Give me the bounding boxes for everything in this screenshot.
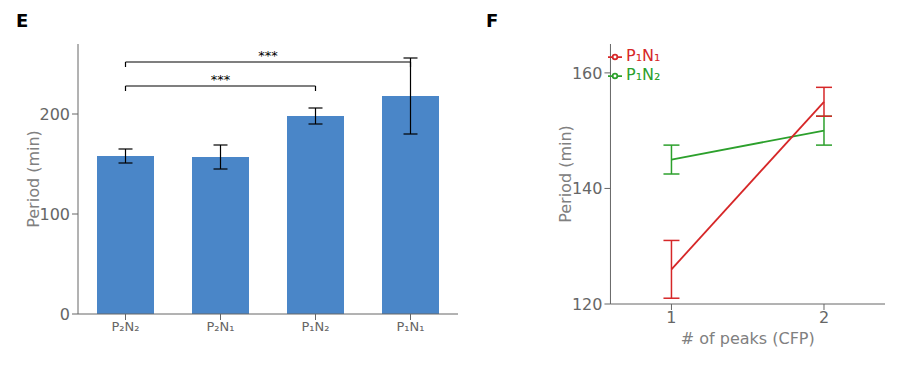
html-text:F: F xyxy=(486,10,499,31)
svg-text:100: 100 xyxy=(39,205,70,224)
html-text:P₁N₂: P₁N₂ xyxy=(626,65,661,84)
svg-text:120: 120 xyxy=(572,295,603,314)
svg-text:160: 160 xyxy=(572,64,603,83)
svg-text:1: 1 xyxy=(666,308,676,327)
svg-text:140: 140 xyxy=(572,179,603,198)
html-text:P₁N₁: P₁N₁ xyxy=(626,46,661,65)
svg-text:Period (min): Period (min) xyxy=(556,125,575,223)
svg-text:2: 2 xyxy=(819,308,829,327)
svg-text:P₂N₁: P₂N₁ xyxy=(207,319,235,334)
svg-text:***: *** xyxy=(211,72,231,87)
html-text:E: E xyxy=(16,10,29,31)
svg-text:P₁N₁: P₁N₁ xyxy=(397,319,425,334)
svg-text:P₂N₂: P₂N₂ xyxy=(112,319,140,334)
svg-text:0: 0 xyxy=(60,305,70,324)
svg-text:Period (min): Period (min) xyxy=(24,130,43,228)
svg-text:200: 200 xyxy=(39,105,70,124)
svg-text:***: *** xyxy=(258,48,278,63)
svg-text:P₁N₂: P₁N₂ xyxy=(302,319,330,334)
svg-text:# of peaks (CFP): # of peaks (CFP) xyxy=(681,329,815,348)
